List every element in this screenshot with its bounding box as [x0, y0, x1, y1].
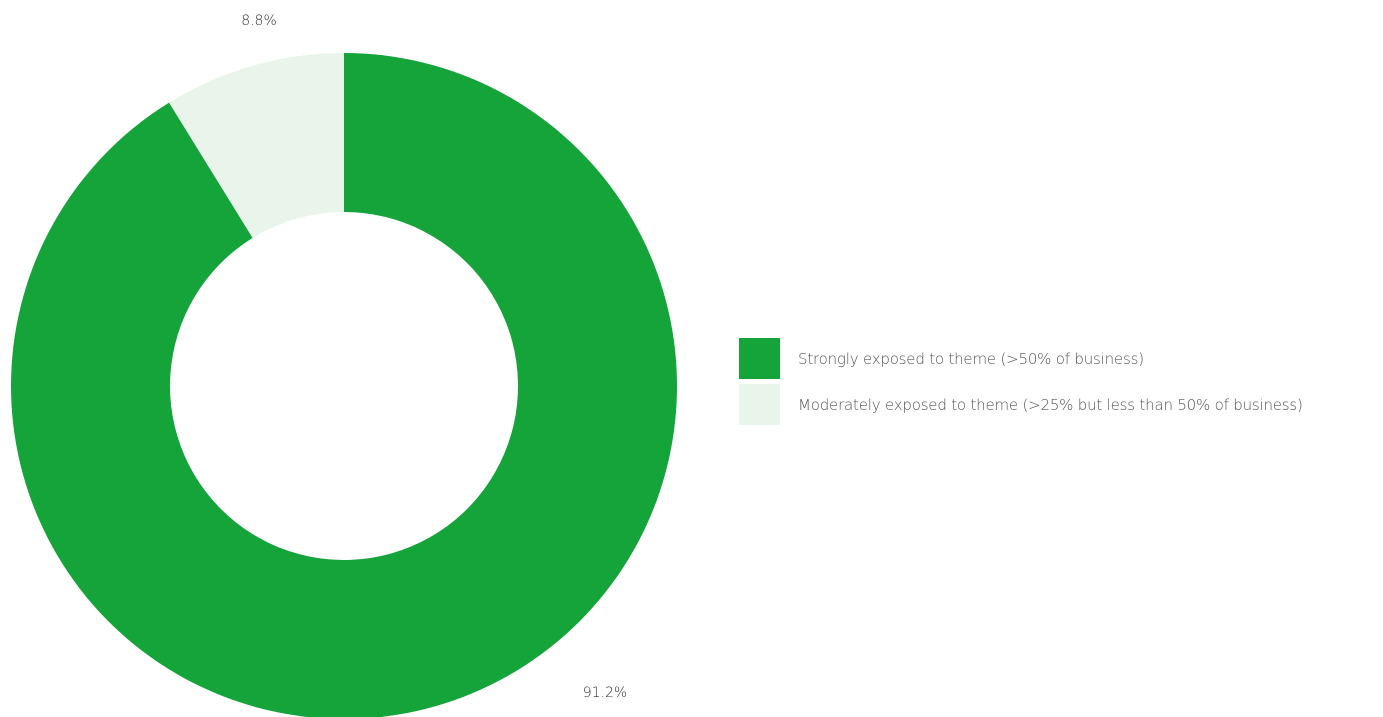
- legend: Strongly exposed to theme (>50% of busin…: [739, 337, 1303, 429]
- legend-label-moderately-exposed: Moderately exposed to theme (>25% but le…: [798, 395, 1303, 414]
- legend-item-moderately-exposed[interactable]: Moderately exposed to theme (>25% but le…: [739, 383, 1303, 426]
- slice-label-moderately-exposed: 8.8%: [241, 13, 277, 29]
- slice-moderately-exposed[interactable]: [169, 53, 344, 238]
- slice-labels: 91.2% 8.8%: [241, 13, 627, 701]
- slice-label-strongly-exposed: 91.2%: [583, 685, 627, 701]
- slice-strongly-exposed[interactable]: [11, 53, 677, 717]
- legend-label-strongly-exposed: Strongly exposed to theme (>50% of busin…: [798, 349, 1144, 368]
- legend-swatch-moderately-exposed: [739, 384, 780, 425]
- donut-slices: [11, 53, 677, 717]
- legend-item-strongly-exposed[interactable]: Strongly exposed to theme (>50% of busin…: [739, 337, 1303, 380]
- legend-swatch-strongly-exposed: [739, 338, 780, 379]
